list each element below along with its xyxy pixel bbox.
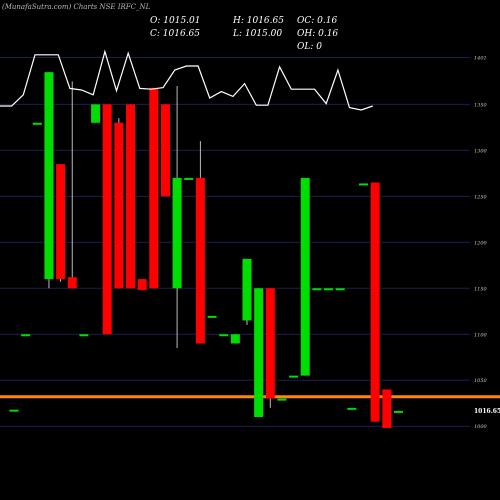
candle-body (9, 409, 19, 412)
candle-body (370, 182, 380, 422)
candle (160, 104, 170, 197)
candle (359, 183, 368, 186)
candle (230, 334, 240, 344)
candle (114, 118, 124, 289)
candle (91, 104, 101, 123)
y-tick-label: 1100 (474, 332, 488, 338)
candle (102, 104, 112, 335)
candle-body (359, 183, 368, 186)
y-axis: 1000 1050 1100 1150 1200 1250 1300 1350 1401 1016… (474, 55, 500, 430)
candle (207, 315, 217, 318)
candle (126, 104, 135, 289)
candle-body (137, 279, 147, 291)
open-label: O: 1015.01 (150, 16, 201, 26)
candle-body (79, 334, 89, 337)
y-tick-label: 1200 (474, 240, 488, 246)
high-label: H: 1016.65 (233, 16, 284, 26)
candle (242, 258, 252, 326)
candle (79, 334, 89, 337)
grid (0, 56, 470, 427)
candle-body (195, 177, 205, 344)
candle (9, 409, 19, 412)
candle-body (207, 315, 217, 318)
candle-body (149, 87, 159, 289)
candle (382, 389, 392, 429)
watermark: (MunafaSutra.com) Charts NSE IRFC_NL (2, 3, 151, 11)
oc-label: OC: 0.16 (297, 16, 338, 26)
candle-body (254, 288, 264, 418)
ol-label: OL: 0 (297, 42, 322, 52)
line-series-path (0, 49, 373, 111)
candle-body (335, 288, 345, 291)
candle (370, 182, 380, 422)
y-tick-label: 1150 (474, 286, 488, 292)
candle (265, 288, 275, 408)
candle (289, 375, 299, 378)
candle-body (242, 258, 252, 321)
candle-body (324, 288, 334, 291)
candle-body (277, 398, 287, 401)
y-tick-label: 1350 (474, 102, 488, 108)
candles (9, 72, 403, 429)
candle-body (300, 177, 310, 376)
candle (56, 164, 66, 282)
candle (21, 334, 31, 337)
candle-body (312, 288, 322, 291)
y-tick-label: 1250 (474, 194, 488, 200)
candle-body (265, 288, 275, 399)
candle (149, 87, 159, 289)
last-price-label: 1016.65 (474, 408, 500, 415)
candle-body (102, 104, 112, 335)
candle-body (219, 334, 229, 337)
close-label: C: 1016.65 (150, 29, 200, 39)
candle-body (172, 177, 182, 289)
candle (219, 334, 229, 337)
candle (67, 81, 77, 289)
candle (172, 85, 182, 349)
candle (312, 288, 322, 291)
low-label: L: 1015.00 (233, 29, 283, 39)
candle-body (56, 164, 66, 280)
line-series (0, 49, 373, 111)
y-tick-label: 1050 (474, 378, 488, 384)
candle-body (21, 334, 31, 337)
y-tick-label: 1000 (474, 424, 488, 430)
candle (347, 407, 357, 410)
candle-body (382, 389, 392, 429)
candle-body (44, 72, 54, 280)
candle (324, 288, 334, 291)
candle-body (126, 104, 135, 289)
candle (44, 72, 54, 289)
candle-body (67, 277, 77, 289)
candle (32, 122, 42, 125)
candle-body (347, 407, 357, 410)
candle (300, 177, 310, 376)
candle-body (160, 104, 170, 197)
candle (277, 398, 287, 401)
candle (335, 288, 345, 291)
y-tick-label: 1401 (474, 55, 487, 61)
candle (137, 279, 147, 291)
candle (254, 288, 264, 418)
candle-body (289, 375, 299, 378)
candle-body (184, 177, 194, 180)
y-tick-label: 1300 (474, 148, 488, 154)
candle-body (230, 334, 240, 344)
candle-body (91, 104, 101, 123)
candle-body (114, 122, 124, 289)
candle (195, 141, 205, 344)
candle (184, 177, 194, 180)
candle-body (393, 410, 403, 413)
oh-label: OH: 0.16 (297, 29, 339, 39)
candle (393, 410, 403, 413)
candle-body (32, 122, 42, 125)
